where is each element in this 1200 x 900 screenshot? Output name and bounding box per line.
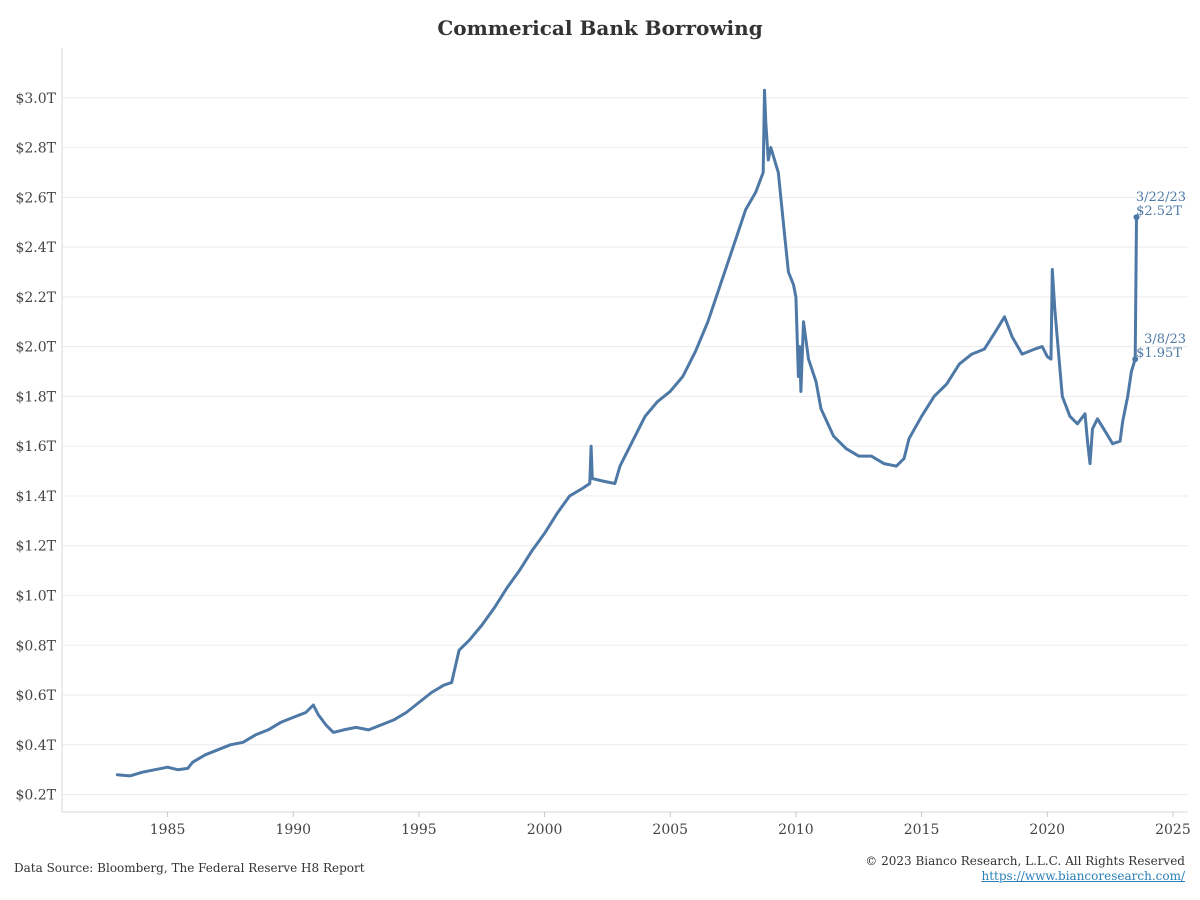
footer-credits: © 2023 Bianco Research, L.L.C. All Right… xyxy=(865,854,1185,884)
website-link[interactable]: https://www.biancoresearch.com/ xyxy=(981,869,1185,883)
copyright-text: © 2023 Bianco Research, L.L.C. All Right… xyxy=(865,854,1185,868)
series-layer xyxy=(115,88,1138,778)
y-tick-label: $0.6T xyxy=(15,688,56,704)
annotation-date: 3/8/23 xyxy=(1144,332,1186,347)
y-tick-label: $1.2T xyxy=(15,539,56,555)
series-line xyxy=(115,88,1138,778)
y-tick-label: $0.8T xyxy=(15,638,56,654)
annotation-value: $1.95T xyxy=(1136,346,1182,361)
x-tick-label: 2005 xyxy=(652,822,688,838)
chart-title: Commerical Bank Borrowing xyxy=(437,16,763,40)
y-tick-label: $2.2T xyxy=(15,290,56,306)
y-tick-label: $3.0T xyxy=(15,91,56,107)
x-tick-label: 2020 xyxy=(1029,822,1065,838)
annotations: 3/22/23$2.52T 3/8/23$1.95T xyxy=(1132,190,1186,363)
y-tick-label: $2.0T xyxy=(15,340,56,356)
annotation-date: 3/22/23 xyxy=(1136,190,1186,205)
x-tick-label: 1995 xyxy=(401,822,437,838)
y-tick-label: $0.2T xyxy=(15,788,56,804)
axes: $0.2T $0.4T $0.6T $0.8T $1.0T $1.2T $1.4T $1.6T… xyxy=(15,48,1191,838)
x-tick-label: 1990 xyxy=(275,822,311,838)
x-tick-label: 2025 xyxy=(1155,822,1191,838)
y-tick-label: $0.4T xyxy=(15,738,56,754)
data-source-note: Data Source: Bloomberg, The Federal Rese… xyxy=(14,861,365,875)
y-tick-label: $2.8T xyxy=(15,141,56,157)
y-tick-label: $1.6T xyxy=(15,439,56,455)
y-tick-label: $2.4T xyxy=(15,240,56,256)
x-tick-label: 2010 xyxy=(778,822,814,838)
x-tick-label: 2000 xyxy=(527,822,563,838)
annotation-point xyxy=(1133,214,1140,221)
annotation-point xyxy=(1132,356,1139,363)
y-tick-label: $1.8T xyxy=(15,389,56,405)
y-tick-label: $2.6T xyxy=(15,190,56,206)
y-tick-label: $1.0T xyxy=(15,588,56,604)
x-tick-label: 1985 xyxy=(150,822,186,838)
x-tick-label: 2015 xyxy=(904,822,940,838)
annotation-value: $2.52T xyxy=(1136,204,1182,219)
gridlines xyxy=(62,97,1188,796)
y-tick-label: $1.4T xyxy=(15,489,56,505)
